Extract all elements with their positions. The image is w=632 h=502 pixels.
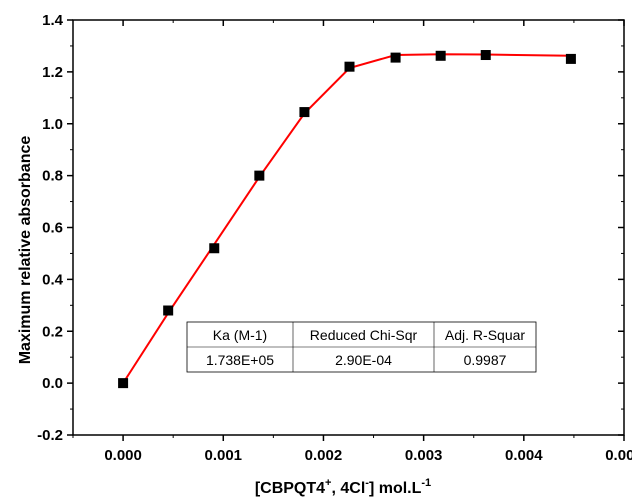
data-point <box>344 61 355 72</box>
x-tick-label: 0.005 <box>605 447 632 464</box>
y-tick-label: 0.0 <box>42 375 63 392</box>
x-tick-label: 0.001 <box>204 447 242 464</box>
fit-table-value-chisqr: 2.90E-04 <box>335 352 392 368</box>
data-point <box>118 378 129 389</box>
fit-line <box>122 53 571 384</box>
data-point <box>163 305 174 316</box>
x-tick-label: 0.004 <box>505 447 543 464</box>
ticks-layer: 0.000 0.001 0.002 0.003 0.004 0.005 -0.2 0.0 0.2… <box>37 12 632 464</box>
y-tick-label: 1.0 <box>42 116 63 133</box>
data-point <box>480 50 491 61</box>
fit-table-header-chisqr: Reduced Chi-Sqr <box>310 327 418 343</box>
fit-results-table: Ka (M-1) Reduced Chi-Sqr Adj. R-Squar 1.… <box>186 321 537 373</box>
x-tick-label: 0.000 <box>104 447 142 464</box>
y-tick-label: 0.4 <box>42 271 64 288</box>
y-tick-label: -0.2 <box>37 427 63 444</box>
fit-line-layer <box>122 53 571 384</box>
y-tick-label: 1.2 <box>42 64 63 81</box>
data-points-layer <box>118 50 576 389</box>
y-tick-label: 0.6 <box>42 220 63 237</box>
data-point <box>209 243 220 254</box>
data-point <box>254 170 265 181</box>
y-tick-label: 0.2 <box>42 323 63 340</box>
y-axis-title: Maximum relative absorbance <box>17 136 34 365</box>
x-tick-label: 0.003 <box>405 447 443 464</box>
data-point <box>565 53 576 64</box>
x-tick-label: 0.002 <box>305 447 343 464</box>
data-point <box>390 52 401 63</box>
fit-table-value-ka: 1.738E+05 <box>206 352 274 368</box>
fit-table-header-rsquare: Adj. R-Squar <box>445 327 525 343</box>
fit-table-value-rsquare: 0.9987 <box>464 352 507 368</box>
fit-table-header-ka: Ka (M-1) <box>213 327 267 343</box>
data-point <box>435 50 446 61</box>
x-axis-title: [CBPQT4+, 4Cl-] mol.L-1 <box>255 477 431 497</box>
y-tick-label: 0.8 <box>42 168 63 185</box>
y-tick-label: 1.4 <box>42 12 64 29</box>
plot-frame <box>72 19 625 436</box>
data-point <box>299 107 310 118</box>
